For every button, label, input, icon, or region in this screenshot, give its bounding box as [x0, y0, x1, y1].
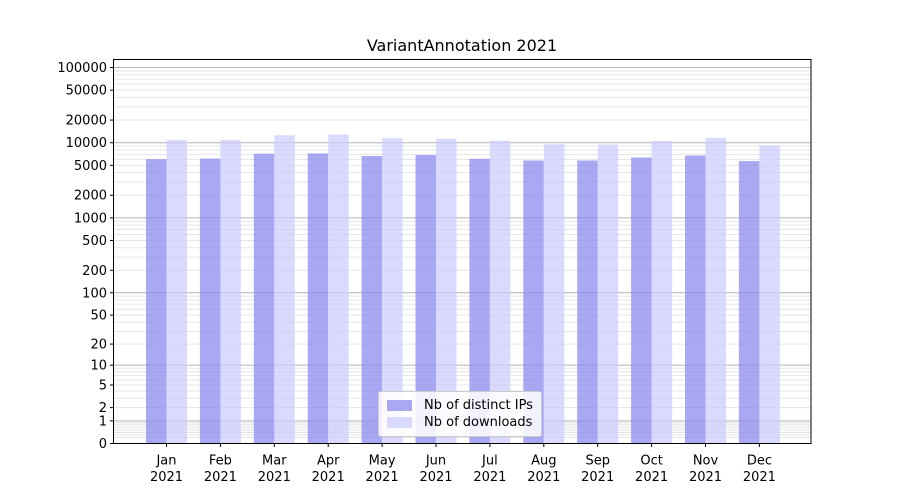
- bar-distinct-ips-oct: [631, 157, 652, 444]
- y-tick-label: 1000: [74, 211, 107, 226]
- y-tick-label: 0: [99, 437, 107, 452]
- x-tick-label-year: 2021: [635, 470, 668, 485]
- bar-downloads-feb: [220, 139, 241, 444]
- legend-label-downloads: Nb of downloads: [424, 415, 533, 430]
- x-tick-label-year: 2021: [581, 470, 614, 485]
- y-tick-label: 10000: [66, 136, 107, 151]
- x-tick-label-year: 2021: [204, 470, 237, 485]
- y-tick-label: 20: [90, 338, 107, 353]
- x-tick-label-year: 2021: [473, 470, 506, 485]
- bar-distinct-ips-sep: [577, 160, 598, 444]
- legend-swatch-distinct-ips: [387, 400, 412, 411]
- bar-distinct-ips-may: [361, 156, 383, 444]
- y-tick-label: 1: [99, 414, 107, 429]
- x-tick-label-year: 2021: [419, 470, 452, 485]
- y-tick-label: 50000: [66, 84, 107, 99]
- y-tick-label: 20000: [66, 114, 107, 129]
- axes-border: [113, 59, 812, 444]
- x-tick-label-month: Sep: [585, 454, 610, 469]
- y-tick-label: 5000: [74, 159, 107, 174]
- bar-downloads-apr: [328, 134, 349, 444]
- x-tick-label-year: 2021: [689, 470, 722, 485]
- bar-distinct-ips-apr: [307, 153, 329, 444]
- x-tick-label-year: 2021: [366, 470, 399, 485]
- bar-downloads-jul: [489, 140, 511, 444]
- x-tick-label-month: Apr: [317, 454, 340, 469]
- x-tick-label-month: Oct: [640, 454, 662, 469]
- bar-downloads-sep: [597, 144, 619, 444]
- legend-label-distinct-ips: Nb of distinct IPs: [424, 398, 533, 413]
- y-tick-label: 5: [99, 378, 107, 393]
- legend-entry-downloads: Nb of downloads: [387, 414, 532, 431]
- y-tick-label: 2: [99, 401, 107, 416]
- bar-distinct-ips-jul: [469, 158, 490, 444]
- chart-title: VariantAnnotation 2021: [366, 36, 558, 55]
- bar-downloads-oct: [651, 140, 673, 444]
- bar-downloads-dec: [759, 145, 780, 444]
- bar-distinct-ips-dec: [738, 161, 760, 444]
- x-tick-label-month: Aug: [531, 454, 556, 469]
- y-tick-label: 100000: [57, 61, 107, 76]
- y-tick-label: 200: [82, 264, 107, 279]
- bar-downloads-mar: [274, 135, 295, 444]
- bar-downloads-aug: [543, 144, 565, 444]
- bar-distinct-ips-nov: [685, 155, 706, 444]
- x-tick-label-month: Dec: [747, 454, 772, 469]
- x-tick-label-month: Jul: [481, 454, 498, 469]
- x-tick-label-year: 2021: [312, 470, 345, 485]
- y-tick-label: 500: [82, 234, 107, 249]
- y-tick-label: 2000: [74, 189, 107, 204]
- bar-distinct-ips-jun: [415, 155, 436, 444]
- bar-distinct-ips-aug: [523, 160, 544, 444]
- y-tick-label: 100: [82, 286, 107, 301]
- x-tick-label-month: Jun: [425, 454, 446, 469]
- bar-downloads-jan: [166, 139, 187, 444]
- bar-distinct-ips-feb: [199, 158, 221, 444]
- x-tick-label-year: 2021: [527, 470, 560, 485]
- bar-distinct-ips-jan: [146, 159, 167, 444]
- bar-downloads-nov: [705, 137, 726, 444]
- bar-downloads-jun: [436, 138, 457, 444]
- x-tick-label-year: 2021: [743, 470, 776, 485]
- legend-entry-distinct-ips: Nb of distinct IPs: [387, 397, 533, 414]
- legend: Nb of distinct IPs Nb of downloads: [378, 391, 542, 437]
- x-tick-label-month: Jan: [155, 454, 176, 469]
- bar-distinct-ips-mar: [253, 153, 275, 444]
- x-tick-label-year: 2021: [258, 470, 291, 485]
- x-tick-label-year: 2021: [150, 470, 183, 485]
- x-tick-label-month: Mar: [262, 454, 287, 469]
- x-tick-label-month: Feb: [209, 454, 232, 469]
- legend-swatch-downloads: [387, 417, 412, 428]
- x-tick-label-month: Nov: [693, 454, 719, 469]
- bar-downloads-may: [382, 138, 403, 444]
- x-tick-label-month: May: [369, 454, 396, 469]
- y-tick-label: 50: [90, 309, 107, 324]
- y-tick-label: 10: [90, 359, 107, 374]
